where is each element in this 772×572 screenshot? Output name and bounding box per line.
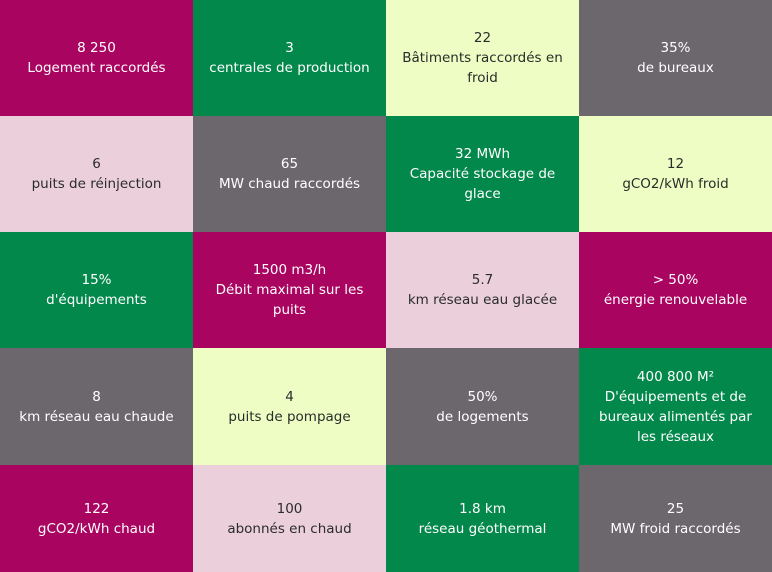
stat-value: 8 250 xyxy=(77,40,116,56)
stat-label: de bureaux xyxy=(637,60,714,76)
stat-tile: 32 MWh Capacité stockage de glace xyxy=(386,116,579,232)
stat-tile: > 50% énergie renouvelable xyxy=(579,232,772,348)
stat-label: abonnés en chaud xyxy=(227,520,352,537)
stat-value: 50% xyxy=(467,388,498,405)
stat-label: centrales de production xyxy=(209,60,370,76)
stat-label: Débit maximal sur les puits xyxy=(215,282,364,318)
stat-label: Bâtiments raccordés en froid xyxy=(402,50,563,86)
stat-value: 3 xyxy=(285,40,294,56)
stat-label: Logement raccordés xyxy=(27,60,166,76)
stat-value: 32 MWh xyxy=(454,146,511,162)
stat-label: MW froid raccordés xyxy=(610,520,741,537)
stat-value: 35% xyxy=(660,40,691,56)
stat-tile: 65 MW chaud raccordés xyxy=(193,116,386,232)
stat-tile: 122 gCO2/kWh chaud xyxy=(0,465,193,572)
stat-value: 65 xyxy=(280,156,299,172)
stat-value: 22 xyxy=(473,30,492,46)
stat-label: gCO2/kWh chaud xyxy=(37,520,156,537)
stat-tile: 12 gCO2/kWh froid xyxy=(579,116,772,232)
stat-tile: 50% de logements xyxy=(386,348,579,465)
stat-value: 15% xyxy=(81,272,112,288)
stat-tile: 15% d'équipements xyxy=(0,232,193,348)
stat-value: 8 xyxy=(92,388,101,405)
stat-value: 1.8 km xyxy=(459,500,506,517)
stat-tile: 35% de bureaux xyxy=(579,0,772,116)
stat-tile: 4 puits de pompage xyxy=(193,348,386,465)
stat-tile: 5.7 km réseau eau glacée xyxy=(386,232,579,348)
stat-label: MW chaud raccordés xyxy=(218,176,361,192)
stat-tile: 8 km réseau eau chaude xyxy=(0,348,193,465)
stat-label: gCO2/kWh froid xyxy=(622,176,729,192)
stat-value: 122 xyxy=(83,500,110,517)
stat-label: réseau géothermal xyxy=(418,520,547,537)
stat-label: puits de réinjection xyxy=(31,176,162,192)
stat-tile: 22 Bâtiments raccordés en froid xyxy=(386,0,579,116)
stat-tile: 3 centrales de production xyxy=(193,0,386,116)
stat-label: puits de pompage xyxy=(228,408,351,425)
stat-tile: 400 800 M² D'équipements et de bureaux al… xyxy=(579,348,772,465)
stat-value: 4 xyxy=(285,388,294,405)
stat-label: km réseau eau chaude xyxy=(19,408,174,425)
stat-label: énergie renouvelable xyxy=(603,292,748,308)
stat-tile: 6 puits de réinjection xyxy=(0,116,193,232)
stat-value: 100 xyxy=(276,500,303,517)
stat-value: 400 800 M² xyxy=(636,368,715,385)
stat-value: 5.7 xyxy=(471,272,494,288)
stat-value: 25 xyxy=(666,500,685,517)
stat-label: D'équipements et de bureaux alimentés pa… xyxy=(599,388,752,445)
stat-value: 12 xyxy=(666,156,685,172)
stat-value: 6 xyxy=(92,156,101,172)
stat-tile: 1.8 km réseau géothermal xyxy=(386,465,579,572)
stat-tile: 8 250 Logement raccordés xyxy=(0,0,193,116)
stat-value: > 50% xyxy=(652,272,699,288)
stat-label: km réseau eau glacée xyxy=(407,292,558,308)
stat-tile: 100 abonnés en chaud xyxy=(193,465,386,572)
stat-tile: 25 MW froid raccordés xyxy=(579,465,772,572)
stat-value: 1500 m3/h xyxy=(252,262,327,278)
stat-label: de logements xyxy=(436,408,529,425)
stat-label: Capacité stockage de glace xyxy=(409,166,556,202)
stat-tile: 1500 m3/h Débit maximal sur les puits xyxy=(193,232,386,348)
stat-label: d'équipements xyxy=(46,292,147,308)
